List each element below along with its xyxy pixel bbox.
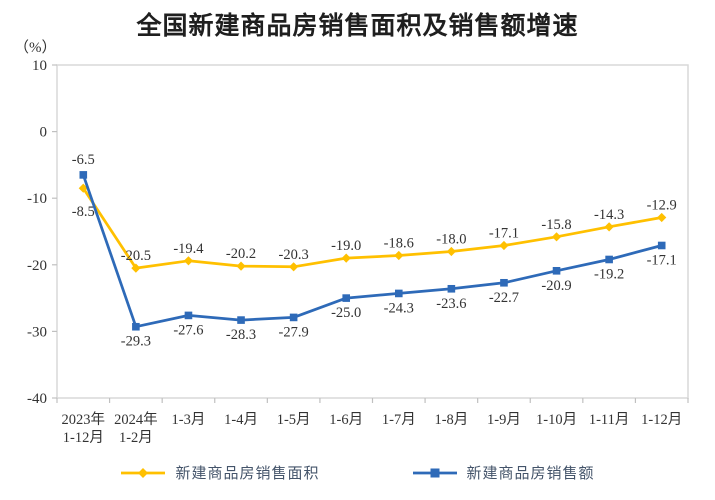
sales-amount-marker — [342, 294, 351, 302]
sales-area-marker — [183, 256, 194, 266]
diamond-marker-icon — [138, 467, 149, 478]
sales-area-marker — [289, 262, 299, 272]
sales-area-value-label: -20.5 — [121, 248, 151, 264]
sales-area-marker — [657, 212, 667, 223]
y-tick-label: -40 — [27, 391, 47, 407]
x-category-label: 1-3月 — [172, 412, 206, 428]
sales-area-marker — [131, 263, 141, 273]
chart-title: 全国新建商品房销售面积及销售额增速 — [136, 13, 579, 40]
x-category-label: 1-9月 — [487, 412, 521, 428]
sales-area-marker — [78, 183, 88, 193]
legend-label-sales-amount: 新建商品房销售额 — [466, 466, 595, 482]
sales-amount-value-label: -27.9 — [279, 324, 309, 340]
sales-amount-marker — [447, 284, 456, 293]
sales-amount-value-label: -20.9 — [541, 278, 571, 294]
x-category-label: 1-12月 — [641, 412, 682, 428]
sales-area-value-label: -18.6 — [384, 235, 414, 251]
x-category-label: 1-6月 — [329, 412, 363, 428]
sales-area-marker — [394, 250, 404, 261]
x-category-label: 1-12月 — [63, 430, 104, 446]
sales-amount-marker — [552, 266, 561, 275]
y-tick-label: -20 — [27, 258, 47, 274]
sales-amount-value-label: -24.3 — [384, 300, 414, 316]
sales-amount-value-label: -22.7 — [489, 290, 519, 306]
y-tick-label: -30 — [27, 324, 47, 340]
sales-area-line — [82, 187, 662, 270]
sales-amount-marker — [394, 289, 403, 298]
square-marker-icon — [430, 468, 439, 477]
sales-area-marker — [446, 246, 456, 257]
sales-amount-marker — [289, 313, 298, 322]
legend-item-sales-amount: 新建商品房销售额 — [412, 462, 595, 483]
sales-amount-marker — [657, 241, 666, 250]
sales-amount-value-label: -6.5 — [72, 152, 95, 168]
x-category-label: 1-11月 — [589, 412, 630, 428]
y-tick-label: -10 — [27, 191, 47, 207]
x-category-label: 2024年 — [114, 411, 158, 428]
sales-amount-value-label: -23.6 — [436, 296, 466, 312]
sales-area-value-label: -17.1 — [489, 225, 519, 241]
x-category-label: 1-2月 — [119, 430, 153, 446]
legend: 新建商品房销售面积 新建商品房销售额 — [0, 462, 715, 483]
x-category-label: 1-4月 — [224, 412, 258, 428]
sales-area-marker — [341, 253, 351, 263]
sales-area-value-label: -19.4 — [173, 241, 204, 257]
sales-area-value-label: -12.9 — [647, 198, 677, 214]
sales-area-value-label: -20.2 — [226, 246, 256, 262]
sales-area-value-label: -19.0 — [331, 238, 361, 254]
sales-area-marker — [236, 261, 246, 271]
sales-amount-legend-swatch — [412, 468, 457, 477]
sales-area-value-label: -18.0 — [436, 231, 466, 247]
y-axis-unit-label: （%） — [14, 40, 57, 56]
sales-amount-marker — [184, 311, 193, 320]
x-category-label: 1-7月 — [382, 412, 416, 428]
sales-area-marker — [499, 240, 509, 251]
sales-area-value-label: -15.8 — [541, 217, 571, 233]
sales-amount-value-label: -29.3 — [121, 334, 151, 350]
sales-amount-value-label: -28.3 — [226, 327, 256, 343]
sales-amount-value-label: -19.2 — [594, 266, 624, 282]
legend-item-sales-area: 新建商品房销售面积 — [120, 462, 319, 483]
x-category-label: 2023年 — [62, 411, 106, 428]
legend-label-sales-area: 新建商品房销售面积 — [175, 466, 320, 482]
sales-amount-marker — [132, 322, 140, 331]
sales-amount-marker — [500, 278, 508, 287]
sales-amount-line — [82, 174, 663, 329]
sales-area-legend-swatch — [121, 467, 166, 478]
sales-amount-value-label: -27.6 — [173, 322, 203, 338]
sales-area-marker — [604, 222, 614, 232]
plot-border — [56, 64, 689, 399]
sales-amount-value-label: -17.1 — [647, 252, 677, 268]
sales-area-value-label: -14.3 — [594, 207, 624, 223]
sales-amount-value-label: -25.0 — [331, 305, 361, 321]
y-tick-label: 0 — [40, 125, 48, 141]
sales-amount-marker — [605, 255, 613, 264]
sales-amount-marker — [237, 316, 245, 324]
x-category-label: 1-5月 — [277, 412, 311, 428]
x-category-label: 1-8月 — [434, 412, 468, 428]
sales-area-value-label: -20.3 — [279, 247, 309, 263]
sales-amount-marker — [79, 171, 88, 179]
y-tick-label: 10 — [32, 58, 47, 74]
x-category-label: 1-10月 — [536, 412, 577, 428]
sales-area-value-label: -8.5 — [72, 204, 95, 220]
sales-area-marker — [551, 232, 562, 242]
